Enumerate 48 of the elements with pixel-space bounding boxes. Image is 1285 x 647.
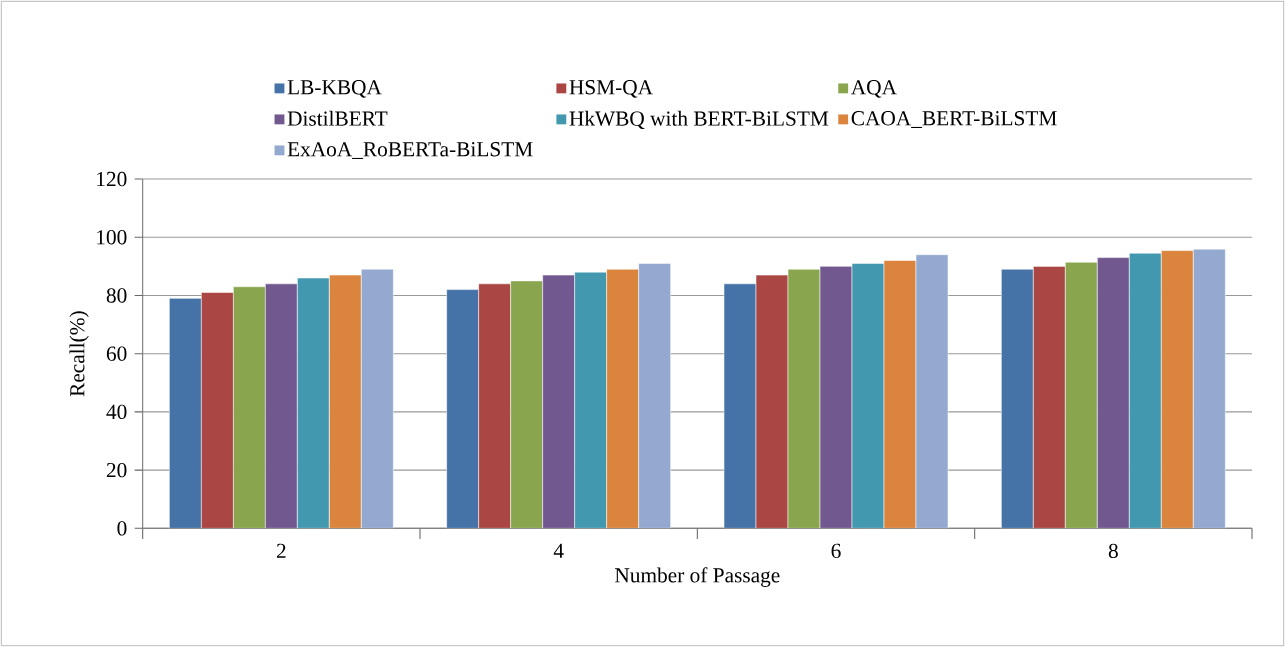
bar [478, 283, 511, 529]
x-axis-title: Number of Passage [615, 567, 780, 587]
bar [169, 298, 202, 529]
bar [574, 271, 607, 529]
y-tick-label: 120 [97, 171, 127, 187]
x-tick-label: 2 [276, 543, 286, 558]
y-tick-label: 0 [117, 521, 127, 536]
bar [723, 283, 757, 529]
y-axis-title: Recall(%) [69, 311, 89, 397]
x-tick-label: 6 [831, 543, 841, 559]
x-tick-label: 8 [1108, 543, 1118, 559]
bar [915, 254, 949, 529]
legend-label: AQA [851, 80, 897, 98]
bar [638, 263, 671, 529]
bar [1097, 257, 1130, 529]
bar [329, 274, 362, 529]
bar [1129, 252, 1162, 529]
legend-label: HkWBQ with BERT-BiLSTM [569, 110, 829, 130]
bar [755, 274, 789, 529]
y-tick-label: 40 [106, 404, 127, 420]
x-tick-label: 4 [553, 543, 564, 558]
bar [883, 260, 917, 529]
bar [265, 283, 298, 529]
bar [606, 268, 639, 529]
bar [819, 266, 853, 529]
legend-label: CAOA_BERT-BiLSTM [851, 111, 1057, 128]
bar [510, 280, 543, 529]
legend-label: DistilBERT [287, 110, 388, 126]
y-tick-label: 60 [106, 346, 127, 361]
y-tick-label: 20 [106, 462, 127, 478]
legend-label: HSM-QA [569, 80, 653, 98]
bar [787, 268, 821, 529]
bar [361, 268, 394, 529]
y-tick-label: 100 [97, 230, 127, 245]
bar [851, 263, 885, 529]
legend-label: LB-KBQA [287, 80, 382, 98]
bar [446, 289, 479, 529]
bar [1033, 266, 1066, 529]
bar [201, 292, 234, 529]
bar [1193, 248, 1226, 529]
bar [1065, 261, 1098, 529]
bar [1001, 268, 1034, 529]
y-tick-label: 80 [106, 288, 127, 303]
bar [1161, 250, 1194, 529]
bar [233, 286, 266, 529]
legend-label: ExAoA_RoBERTa-BiLSTM [287, 142, 533, 159]
bar [297, 277, 330, 529]
bar [542, 274, 575, 529]
